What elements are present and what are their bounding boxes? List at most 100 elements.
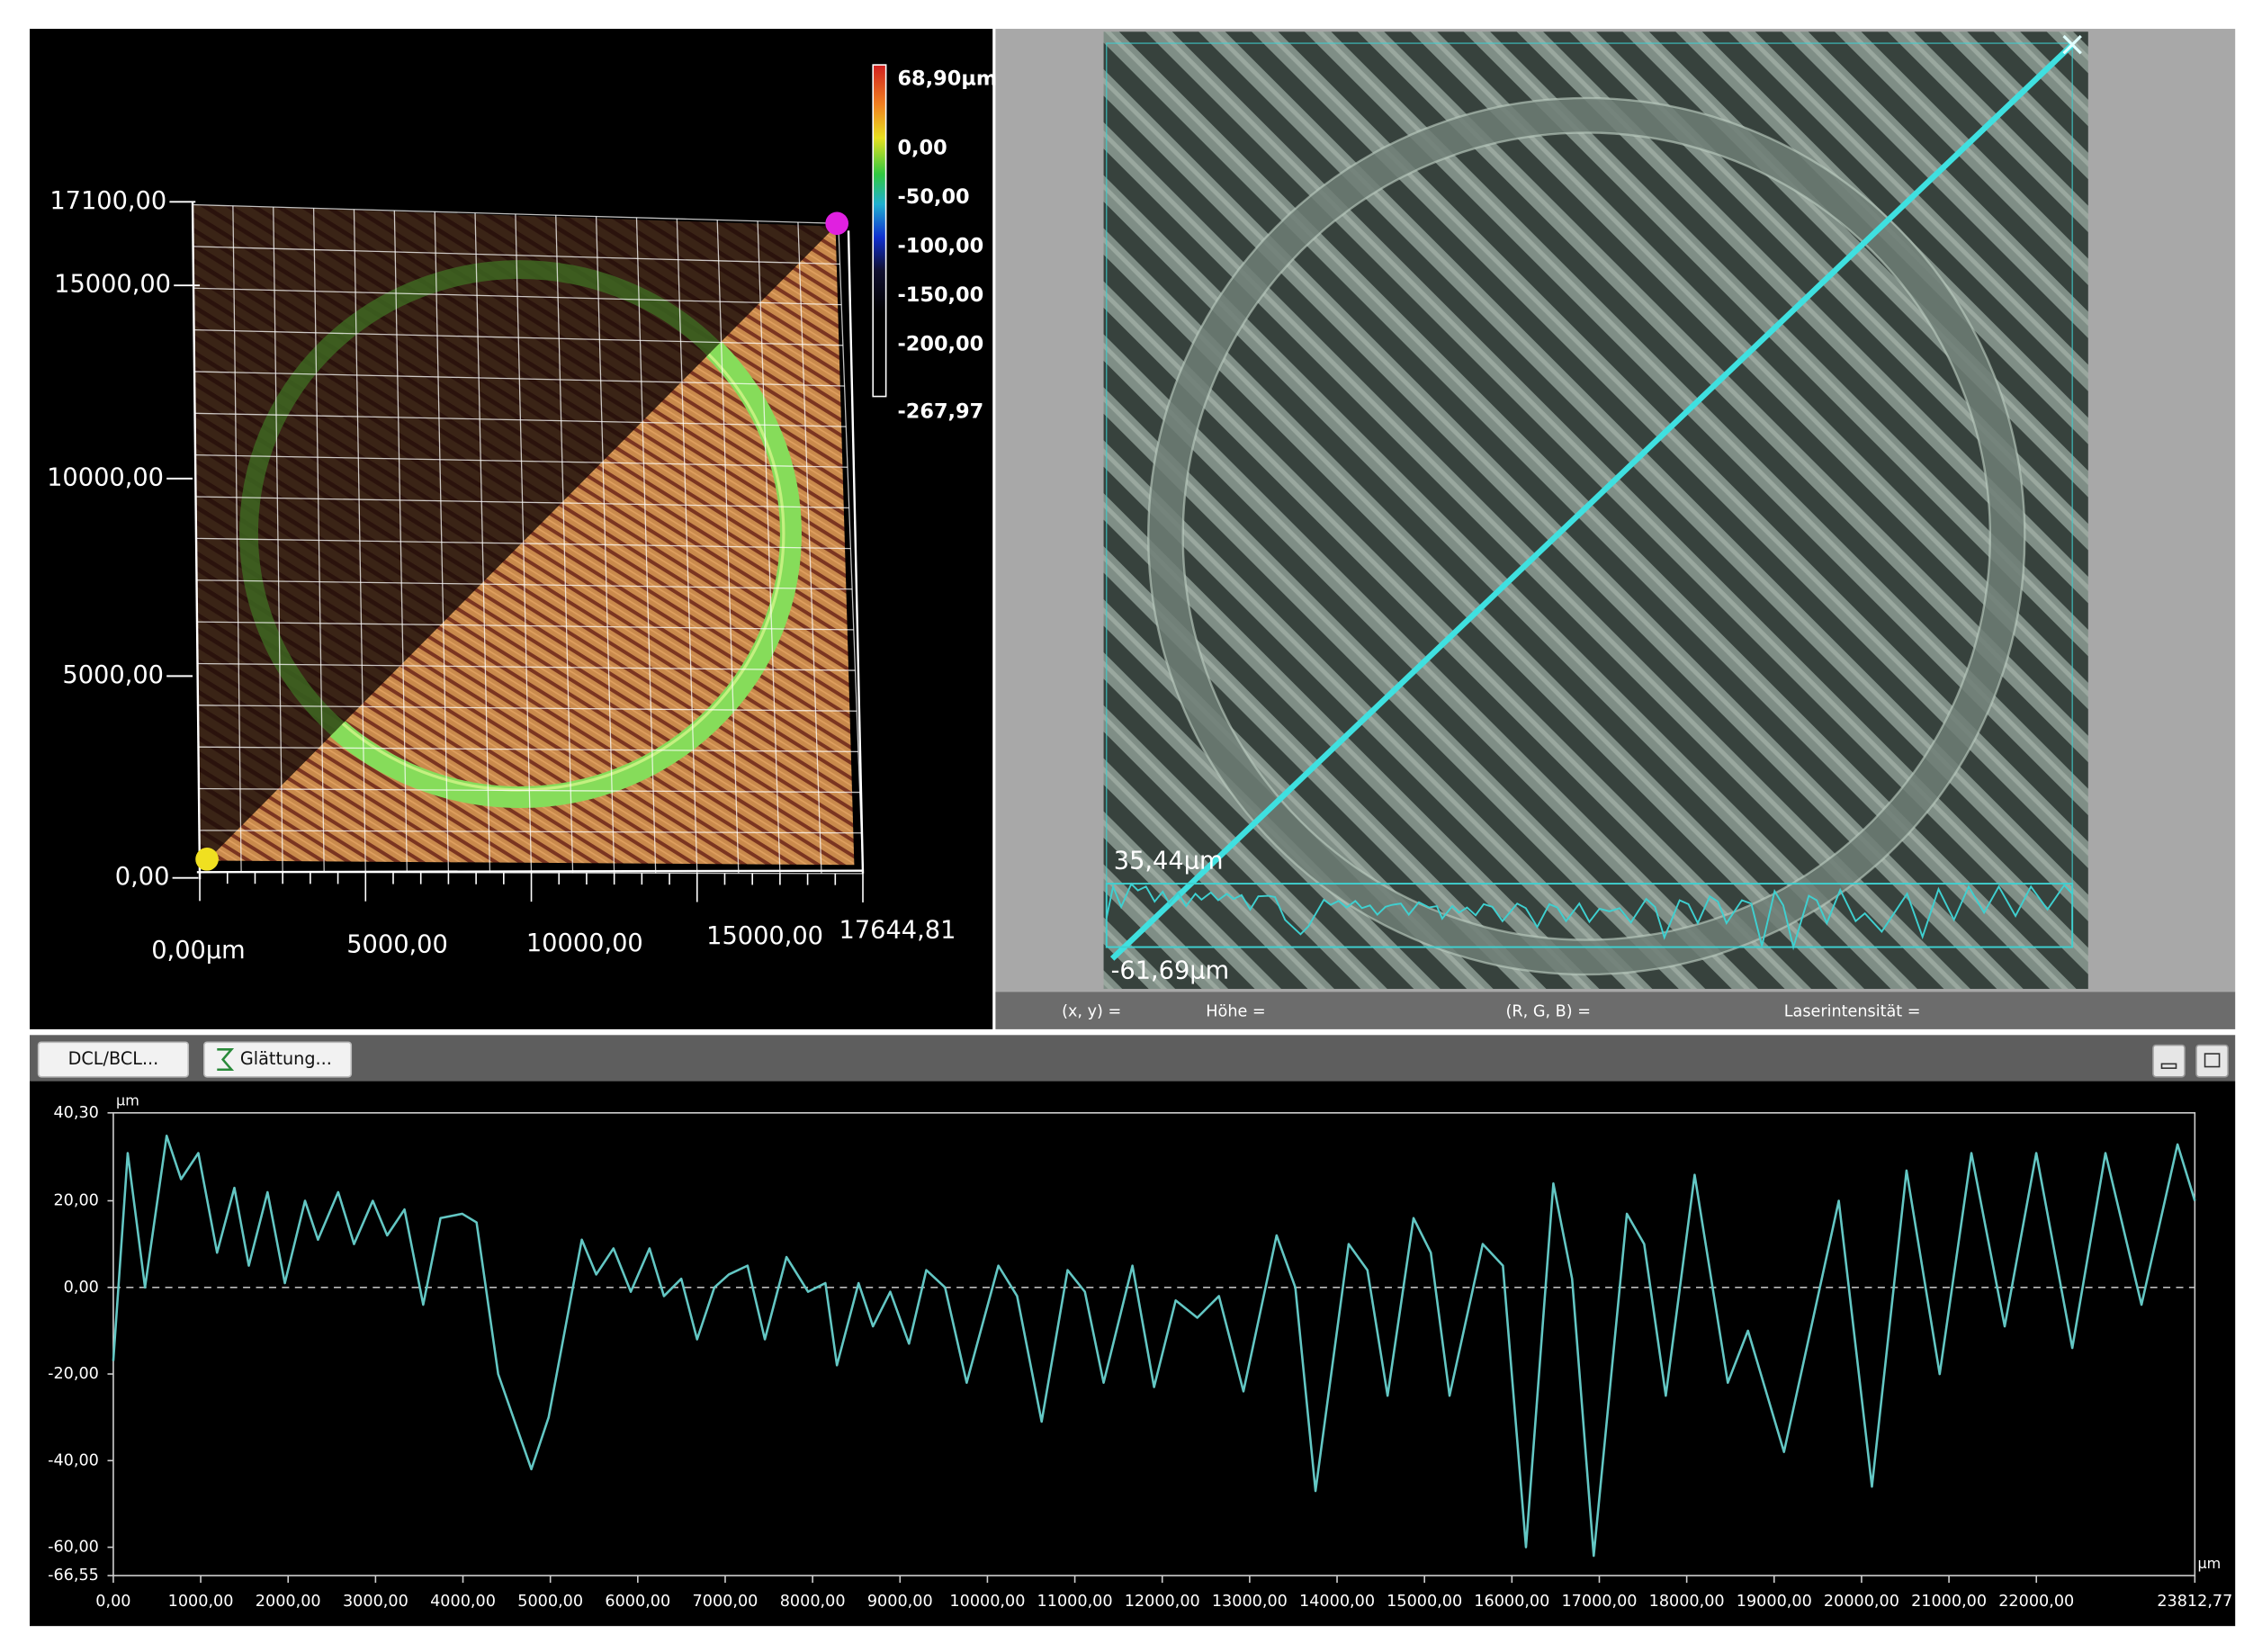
- button-icon: [217, 1048, 235, 1072]
- button-label[interactable]: Glättung...: [240, 1048, 332, 1069]
- x-unit: µm: [2197, 1555, 2221, 1572]
- button-label[interactable]: DCL/BCL...: [68, 1048, 159, 1069]
- profile-chart: 40,30 20,00 0,00 -20,00 -40,00 -60,00 -66,55 0,…: [48, 1092, 2232, 1611]
- x-tick-label: 18000,00: [1649, 1593, 1725, 1611]
- grid-line: [635, 217, 657, 874]
- x-tick-label: 14000,00: [1299, 1593, 1375, 1611]
- ring-edge: [1147, 96, 2026, 976]
- plot-frame: [112, 1112, 2196, 1576]
- grid-line: [195, 454, 848, 468]
- y-tick-label: 20,00: [53, 1192, 98, 1210]
- x-tick-label: 3000,00: [343, 1593, 408, 1611]
- x-tick-label: 23812,77: [2157, 1593, 2232, 1611]
- grid-line: [555, 215, 574, 874]
- x-axis-label: 15000,00: [706, 922, 823, 950]
- toolbar-button[interactable]: DCL/BCL...: [37, 1041, 190, 1078]
- x-tick-label: 22000,00: [1998, 1593, 2074, 1611]
- toolbar-button[interactable]: Glättung...: [203, 1041, 353, 1078]
- x-axis-label: 17644,81: [839, 916, 956, 944]
- grid-line: [797, 221, 822, 874]
- y-tick-label: 0,00: [64, 1279, 99, 1297]
- colorbar-label: -200,00: [897, 332, 983, 355]
- x-tick-label: 7000,00: [693, 1593, 758, 1611]
- x-tick-label: 10000,00: [949, 1593, 1025, 1611]
- restore-button[interactable]: [2195, 1044, 2229, 1078]
- status-field: Laserintensität =: [1784, 1003, 1921, 1021]
- grid-line: [194, 412, 847, 427]
- colorbar: [872, 64, 887, 398]
- profile-panel: [30, 1081, 2236, 1627]
- grid-line: [194, 371, 845, 387]
- x-axis-label: 10000,00: [526, 929, 643, 957]
- status-field: Höhe =: [1206, 1003, 1265, 1021]
- x-tick-label: 0,00: [95, 1593, 130, 1611]
- grid-line: [676, 219, 698, 874]
- x-tick-label: 11000,00: [1037, 1593, 1113, 1611]
- x-axis-label: 5000,00: [346, 930, 448, 958]
- x-tick-label: 2000,00: [256, 1593, 321, 1611]
- grid-line: [195, 496, 849, 509]
- grid-line: [196, 537, 851, 550]
- optical-image: [1103, 31, 2088, 990]
- ring: [1148, 97, 2025, 975]
- y-tick-label: 40,30: [53, 1104, 98, 1122]
- x-tick-label: 8000,00: [780, 1593, 846, 1611]
- button-face[interactable]: [203, 1041, 353, 1078]
- x-tick-label: 19000,00: [1737, 1593, 1812, 1611]
- restore-button-icon: [2204, 1053, 2221, 1068]
- grid-line: [716, 220, 740, 874]
- y-axis-label: 15000,00: [54, 271, 171, 299]
- y-tick-label: -60,00: [48, 1539, 99, 1557]
- x-tick-label: 16000,00: [1474, 1593, 1549, 1611]
- grid-line: [193, 246, 840, 265]
- x-tick-label: 17000,00: [1561, 1593, 1637, 1611]
- overlay-min-label: -61,69µm: [1111, 956, 1230, 984]
- grid-line: [757, 220, 781, 874]
- overlay-profile: [1105, 882, 2073, 951]
- status-field: (x, y) =: [1062, 1003, 1121, 1021]
- x-tick-label: 1000,00: [168, 1593, 234, 1611]
- grid-line: [193, 287, 842, 306]
- colorbar-label: -50,00: [897, 185, 969, 209]
- dark-surface: [193, 204, 836, 873]
- colorbar-label: -100,00: [897, 234, 983, 257]
- colorbar-label: 68,90µm: [897, 67, 997, 91]
- x-tick-label: 12000,00: [1125, 1593, 1200, 1611]
- grid-line: [595, 216, 615, 874]
- y-axis-label: 0,00: [115, 863, 170, 891]
- overlay-max-label: 35,44µm: [1114, 848, 1224, 875]
- x-tick-label: 9000,00: [867, 1593, 933, 1611]
- minimize-button-icon: [2160, 1063, 2177, 1069]
- y-unit: µm: [116, 1092, 139, 1109]
- axis-line: [196, 869, 864, 874]
- button-face[interactable]: [37, 1041, 190, 1078]
- y-axis-label: 17100,00: [49, 187, 166, 215]
- ring-edge: [1181, 131, 1992, 941]
- handle: [2062, 34, 2082, 55]
- y-axis-label: 10000,00: [47, 463, 164, 491]
- y-tick-label: -66,55: [48, 1567, 99, 1585]
- profile-line: [1109, 42, 2075, 961]
- optical-view: 35,44µm -61,69µm: [1103, 31, 2088, 990]
- x-tick-label: 6000,00: [605, 1593, 670, 1611]
- view3d: 17100,00 15000,00 10000,00 5000,00 0,00 0,00µ…: [47, 64, 997, 965]
- x-axis-label: 0,00µm: [151, 937, 245, 965]
- colorbar-label: -267,97: [897, 400, 983, 424]
- status-bar: [995, 992, 2236, 1029]
- minimize-button[interactable]: [2152, 1044, 2186, 1078]
- x-tick-label: 4000,00: [430, 1593, 496, 1611]
- colorbar-label: 0,00: [897, 137, 947, 160]
- x-tick-label: 20000,00: [1824, 1593, 1899, 1611]
- x-tick-label: 21000,00: [1911, 1593, 1987, 1611]
- toolbar: [30, 1035, 2236, 1082]
- handle: [195, 848, 219, 871]
- y-axis-label: 5000,00: [62, 661, 164, 689]
- x-tick-label: 15000,00: [1387, 1593, 1462, 1611]
- handle: [825, 211, 848, 236]
- y-tick-label: -40,00: [48, 1451, 99, 1469]
- grid-line: [193, 203, 839, 224]
- x-tick-label: 5000,00: [517, 1593, 583, 1611]
- colorbar-label: -150,00: [897, 283, 983, 307]
- axis-line: [191, 202, 202, 880]
